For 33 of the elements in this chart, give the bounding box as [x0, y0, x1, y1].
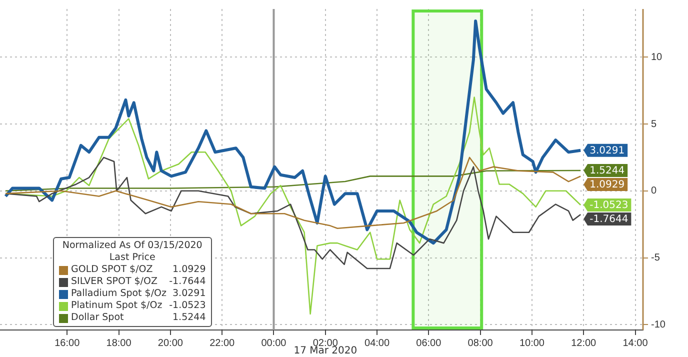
data-label: -1.7644: [590, 214, 628, 226]
text: 3.0291: [172, 288, 206, 299]
x-tick-label: 16:00: [54, 338, 80, 349]
text: 1.5244: [172, 312, 206, 323]
data-label: 3.0291: [590, 145, 625, 156]
y-tick-label: 0: [651, 186, 657, 197]
data-label: -1.0523: [590, 200, 628, 212]
y-tick-label: -10: [651, 319, 666, 330]
legend-label: SILVER SPOT $/OZ: [71, 276, 158, 288]
x-tick-label: 10:00: [519, 338, 545, 349]
text: -1.0523: [169, 300, 206, 311]
legend-label: Platinum Spot $/Oz: [71, 300, 164, 312]
text: -1.7644: [169, 276, 206, 287]
text: 17 Mar 2020: [294, 346, 358, 357]
x-tick-label: 18:00: [106, 338, 132, 349]
legend-title: Normalized As Of 03/15/2020 Last Price: [61, 240, 204, 264]
y-tick-label: 10: [651, 52, 663, 63]
y-tick-label: 5: [651, 118, 657, 130]
x-tick-label: 22:00: [210, 338, 236, 349]
x-tick-label: 00:00: [261, 338, 287, 349]
x-tick-label: 04:00: [364, 338, 390, 349]
y-tick-label: -5: [651, 252, 660, 264]
data-label: 1.5244: [590, 166, 625, 177]
data-label: 1.0929: [590, 180, 625, 191]
x-tick-label: 08:00: [468, 338, 494, 349]
text: 1.0929: [172, 264, 206, 275]
x-tick-label: 12:00: [571, 338, 597, 349]
legend-label: GOLD SPOT $/OZ: [71, 264, 154, 276]
x-tick-label: 20:00: [158, 338, 184, 349]
x-tick-label: 14:00: [622, 338, 648, 349]
legend-label: Dollar Spot: [71, 312, 125, 324]
legend-label: Palladium Spot $/Oz: [71, 288, 167, 300]
x-tick-label: 06:00: [416, 338, 442, 349]
